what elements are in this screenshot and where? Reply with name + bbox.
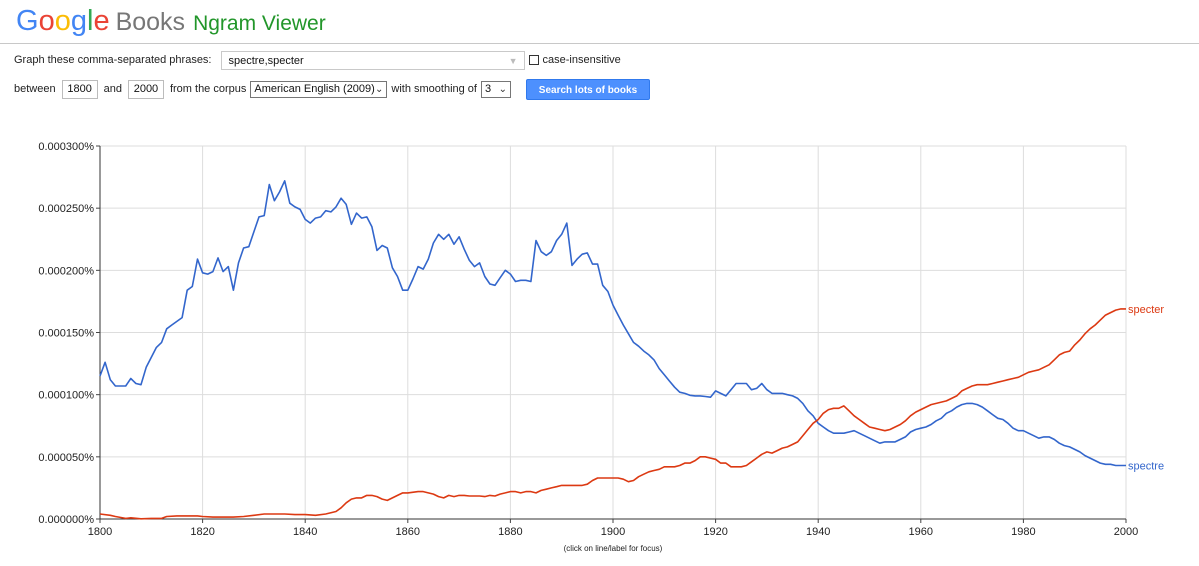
google-logo[interactable]: Google <box>16 5 110 37</box>
logo-letter: o <box>54 5 71 37</box>
series-line-specter[interactable] <box>99 308 1126 520</box>
corpus-select[interactable]: American English (2009) ⌄ <box>250 80 388 98</box>
smoothing-select[interactable]: 3 ⌄ <box>480 80 511 98</box>
phrases-label: Graph these comma-separated phrases: <box>14 54 212 66</box>
app-header: Google Books Ngram Viewer <box>16 5 326 41</box>
x-tick-label: 1840 <box>293 526 317 538</box>
chart-lines[interactable] <box>99 180 1126 520</box>
case-insensitive-label: case-insensitive <box>542 54 621 66</box>
search-button[interactable]: Search lots of books <box>525 78 650 100</box>
x-tick-label: 1980 <box>1011 526 1035 538</box>
and-label: and <box>103 83 122 95</box>
x-tick-label: 1940 <box>806 526 830 538</box>
chevron-down-icon[interactable]: ▼ <box>508 55 518 66</box>
x-tick-label: 1800 <box>88 526 112 538</box>
series-labels[interactable]: spectre specter <box>1128 304 1164 473</box>
x-tick-label: 1880 <box>498 526 522 538</box>
chevron-down-icon: ⌄ <box>498 83 507 95</box>
y-tick-label: 0.000150% <box>38 328 94 340</box>
y-tick-label: 0.000050% <box>38 452 94 464</box>
y-tick-label: 0.000200% <box>38 265 94 277</box>
header-divider <box>0 43 1199 44</box>
between-label: between <box>14 83 56 95</box>
x-tick-label: 1960 <box>909 526 933 538</box>
logo-letter: l <box>86 5 94 37</box>
chart-grid <box>100 145 1127 519</box>
x-tick-label: 1920 <box>703 526 727 538</box>
y-tick-label: 0.000000% <box>38 514 94 526</box>
smoothing-label: with smoothing of <box>391 83 477 95</box>
x-tick-label: 2000 <box>1114 526 1138 538</box>
logo-letter: e <box>93 5 110 37</box>
x-tick-label: 1820 <box>190 526 214 538</box>
phrases-input[interactable]: spectre,specter ▼ <box>220 50 525 70</box>
chevron-down-icon: ⌄ <box>374 83 384 95</box>
case-insensitive-checkbox[interactable] <box>528 55 539 65</box>
corpus-select-value: American English (2009) <box>254 82 375 95</box>
page-title: Ngram Viewer <box>193 12 326 35</box>
logo-letter: G <box>16 5 39 37</box>
series-label-spectre[interactable]: spectre <box>1128 461 1164 473</box>
chart-ticks: 1800 1820 1840 1860 1880 1900 1920 1940 1960 1980… <box>38 141 1138 538</box>
series-line-spectre[interactable] <box>99 180 1126 467</box>
books-wordmark: Books <box>115 8 186 36</box>
smoothing-select-value: 3 <box>484 82 492 95</box>
series-label-specter[interactable]: specter <box>1128 304 1164 316</box>
corpus-label: from the corpus <box>169 83 247 95</box>
y-tick-label: 0.000250% <box>38 203 94 215</box>
phrases-input-value: spectre,specter <box>228 54 304 67</box>
focus-hint: (click on line/label for focus) <box>564 544 663 553</box>
phrase-row: Graph these comma-separated phrases: spe… <box>14 49 621 71</box>
logo-letter: o <box>38 5 55 37</box>
y-tick-label: 0.000300% <box>38 141 94 153</box>
x-tick-label: 1860 <box>396 526 420 538</box>
y-tick-label: 0.000100% <box>38 390 94 402</box>
end-year-input[interactable]: 2000 <box>127 79 164 99</box>
start-year-input[interactable]: 1800 <box>61 79 98 99</box>
logo-letter: g <box>70 5 87 37</box>
x-tick-label: 1900 <box>601 526 625 538</box>
options-row: between 1800 and 2000 from the corpus Am… <box>14 78 650 100</box>
